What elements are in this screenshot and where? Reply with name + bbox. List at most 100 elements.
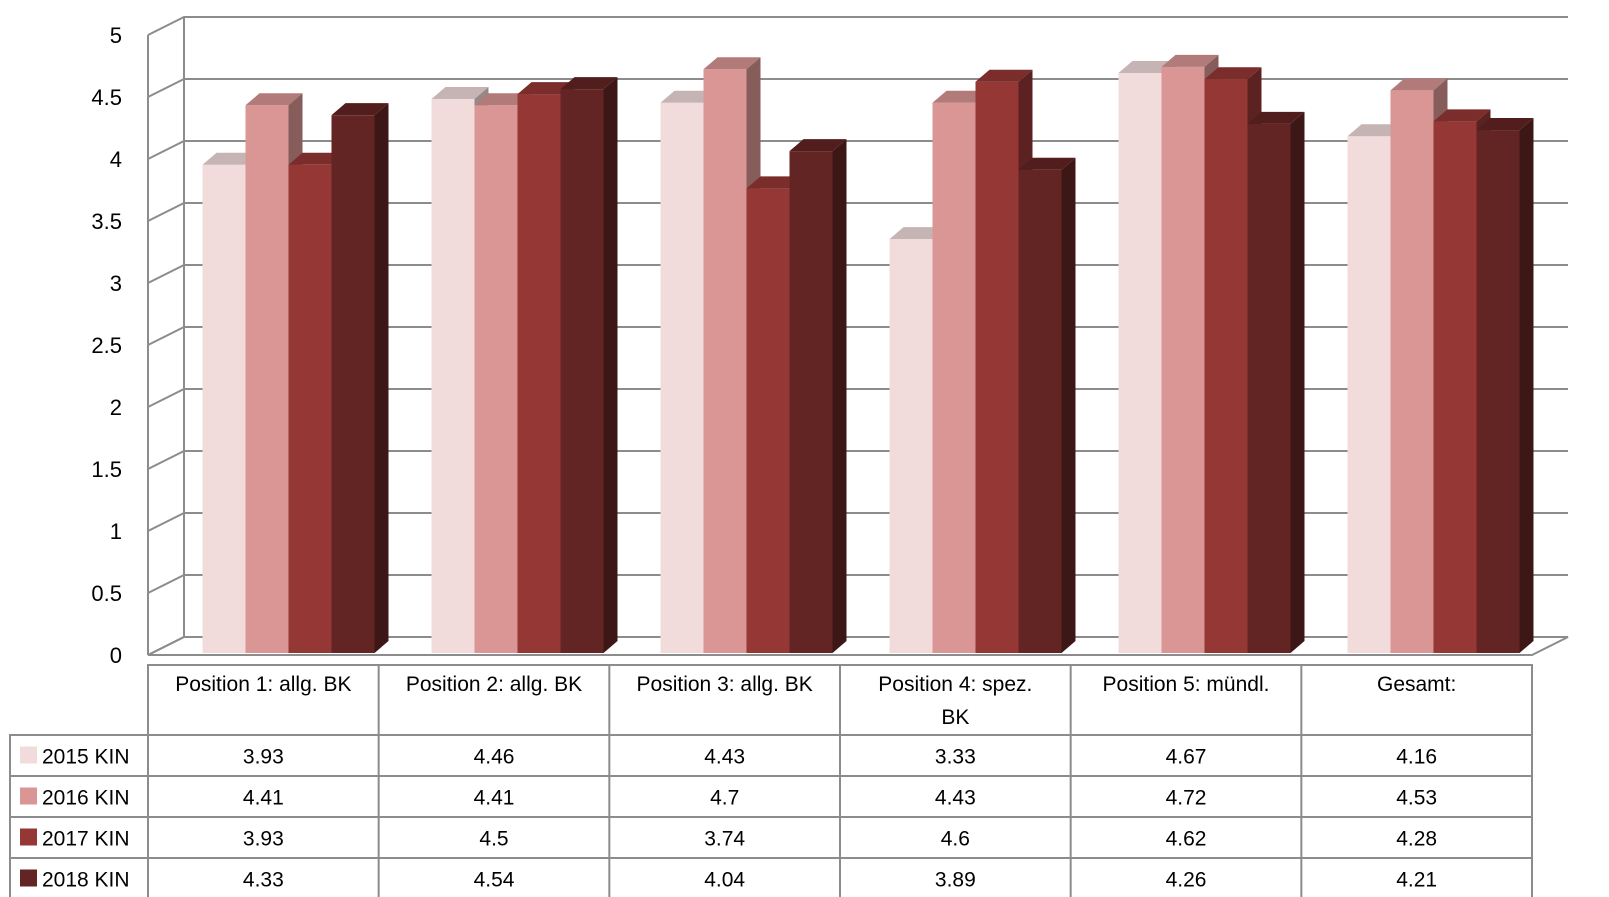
bar-side [832,139,847,653]
bar-top [1476,118,1534,131]
table-value-cell: 4.7 [710,787,739,810]
gridline [147,512,1568,532]
bar-top [746,176,804,189]
bar-top [1247,111,1305,124]
bar-front [932,102,976,653]
table-value-cell: 4.72 [1166,787,1207,810]
table-value-cell: 4.41 [243,787,284,810]
bar-front [1161,66,1205,653]
category-label: Position 1: allg. BK [175,673,351,696]
bar-side [603,77,618,653]
bar-2018-kin-6 [1476,118,1534,653]
bar-front [789,151,833,653]
bar-2018-kin-4 [1018,157,1076,654]
bar-2018-kin-1 [331,103,389,654]
table-value-cell: 4.43 [704,746,745,769]
legend-swatch [20,828,37,846]
gridline [147,326,1568,346]
table-value-cell: 4.43 [935,787,976,810]
bar-front [1118,73,1162,653]
table-value-cell: 4.6 [941,828,970,851]
bar-top [789,139,847,152]
bar-top [1433,109,1491,122]
bar-front [517,94,561,654]
legend-label: 2018 KIN [42,869,130,892]
bar-front [1390,90,1434,653]
table-value-cell: 4.16 [1396,746,1437,769]
table-value-cell: 4.53 [1396,787,1437,810]
table-value-cell: 4.21 [1396,869,1437,892]
y-tick-label: 2.5 [91,333,122,358]
bar-front [1476,130,1520,653]
bar-top [560,77,618,90]
y-tick-label: 4 [110,147,122,172]
table-value-cell: 4.46 [474,746,515,769]
y-tick-label: 0.5 [91,581,122,606]
legend-swatch [20,787,37,805]
table-value-cell: 4.26 [1166,869,1207,892]
bar-front [560,89,604,653]
table-value-cell: 3.93 [243,828,284,851]
gridline [147,16,1568,36]
gridline [147,574,1568,594]
bar-top [202,152,260,165]
category-label: Position 5: mündl. [1103,673,1270,696]
bar-front [660,102,704,653]
bar-top [1390,78,1448,91]
bar-side [374,103,389,654]
bar-front [1204,79,1248,654]
y-tick-label: 2 [110,395,122,420]
bar-top [889,227,947,240]
bar-side [1290,111,1305,654]
legend-swatch [20,746,37,764]
bar-front [975,81,1019,653]
bar-top [932,90,990,103]
bar-front [288,164,332,653]
legend-label: 2016 KIN [42,787,130,810]
bar-2018-kin-2 [560,77,618,653]
table-value-cell: 3.89 [935,869,976,892]
bar-front [703,69,747,654]
gridline [147,78,1568,98]
category-label: Position 3: allg. BK [637,673,813,696]
y-tick-label: 4.5 [91,85,122,110]
table-value-cell: 4.54 [474,869,515,892]
category-label: Position 4: spez. [878,673,1032,696]
bar-top [431,87,489,100]
bar-top [474,93,532,106]
table-value-cell: 4.5 [479,828,508,851]
gridline [147,264,1568,284]
table-value-cell: 4.33 [243,869,284,892]
bar-front [202,164,246,653]
bar-top [660,90,718,103]
category-label: Position 2: allg. BK [406,673,582,696]
bar-top [1347,124,1405,137]
bar-front [245,105,289,653]
bar-top [1204,67,1262,80]
bar-top [517,82,575,95]
bar-front [746,188,790,653]
gridline [147,202,1568,222]
table-value-cell: 4.28 [1396,828,1437,851]
bar-front [1433,121,1477,653]
category-label: BK [941,706,969,729]
table-value-cell: 3.74 [704,828,745,851]
y-tick-label: 1.5 [91,457,122,482]
y-tick-label: 5 [110,23,122,48]
bar-side [1519,118,1534,653]
bar-side [1061,157,1076,654]
bar-front [1018,169,1062,654]
category-label: Gesamt: [1377,673,1456,696]
table-value-cell: 3.93 [243,746,284,769]
bar-top [975,69,1033,82]
bar-front [1347,136,1391,653]
legend-label: 2015 KIN [42,746,130,769]
bar-top [288,152,346,165]
legend-swatch [20,869,37,887]
gridline [147,450,1568,470]
gridline [147,636,1568,656]
y-tick-label: 0 [110,643,122,668]
bar-top [331,103,389,116]
table-value-cell: 3.33 [935,746,976,769]
